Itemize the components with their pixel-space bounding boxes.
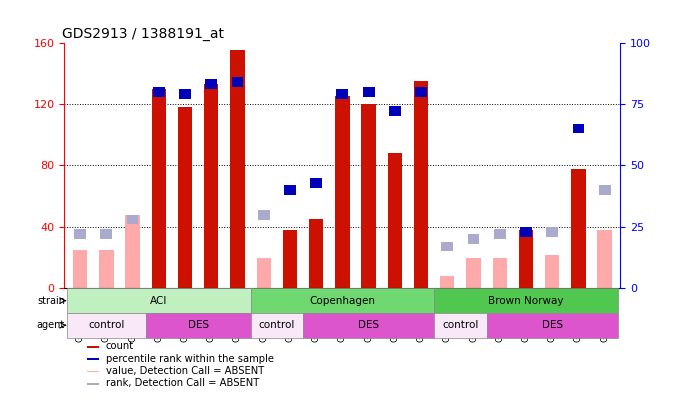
Bar [284,185,296,195]
Bar [67,288,251,313]
Bar [100,229,113,239]
Text: DES: DES [358,320,379,330]
Bar [361,104,376,288]
Bar [231,50,245,288]
Bar [468,234,479,244]
Bar [178,107,193,288]
Bar [87,383,99,385]
Bar [363,87,374,97]
Bar [87,346,99,348]
Bar [487,313,618,337]
Bar [258,210,270,220]
Bar [309,219,323,288]
Bar [336,89,348,99]
Bar [232,77,243,87]
Bar [67,313,146,337]
Bar [597,230,612,288]
Bar [389,107,401,116]
Text: control: control [442,320,479,330]
Bar [414,81,428,288]
Bar [494,229,506,239]
Bar [251,313,303,337]
Bar [87,371,99,373]
Bar [434,288,618,313]
Bar [75,229,86,239]
Text: percentile rank within the sample: percentile rank within the sample [106,354,273,364]
Text: Brown Norway: Brown Norway [488,296,563,306]
Bar [256,258,271,288]
Bar [571,168,586,288]
Text: control: control [258,320,295,330]
Bar [519,230,533,288]
Text: Copenhagen: Copenhagen [309,296,376,306]
Bar [251,288,434,313]
Text: ACI: ACI [150,296,167,306]
Bar [146,313,251,337]
Bar [283,230,297,288]
Bar [204,84,218,288]
Bar [520,227,532,237]
Bar [440,276,454,288]
Bar [335,96,350,288]
Text: DES: DES [542,320,563,330]
Bar [546,227,558,237]
Bar [99,250,114,288]
Text: DES: DES [188,320,209,330]
Bar [152,89,166,288]
Bar [179,89,191,99]
Bar [388,153,402,288]
Bar [311,178,322,188]
Bar [415,87,427,97]
Text: count: count [106,341,134,352]
Bar [303,313,434,337]
Text: value, Detection Call = ABSENT: value, Detection Call = ABSENT [106,366,264,376]
Text: control: control [88,320,125,330]
Text: rank, Detection Call = ABSENT: rank, Detection Call = ABSENT [106,378,259,388]
Bar [545,255,559,288]
Text: GDS2913 / 1388191_at: GDS2913 / 1388191_at [62,28,224,41]
Bar [441,242,453,252]
Bar [599,185,610,195]
Bar [434,313,487,337]
Bar [492,258,507,288]
Bar [127,215,138,224]
Bar [153,87,165,97]
Bar [466,258,481,288]
Bar [87,358,99,360]
Text: agent: agent [37,320,65,330]
Bar [73,250,87,288]
Bar [205,79,217,89]
Text: strain: strain [37,296,65,306]
Bar [125,215,140,288]
Bar [572,124,584,134]
